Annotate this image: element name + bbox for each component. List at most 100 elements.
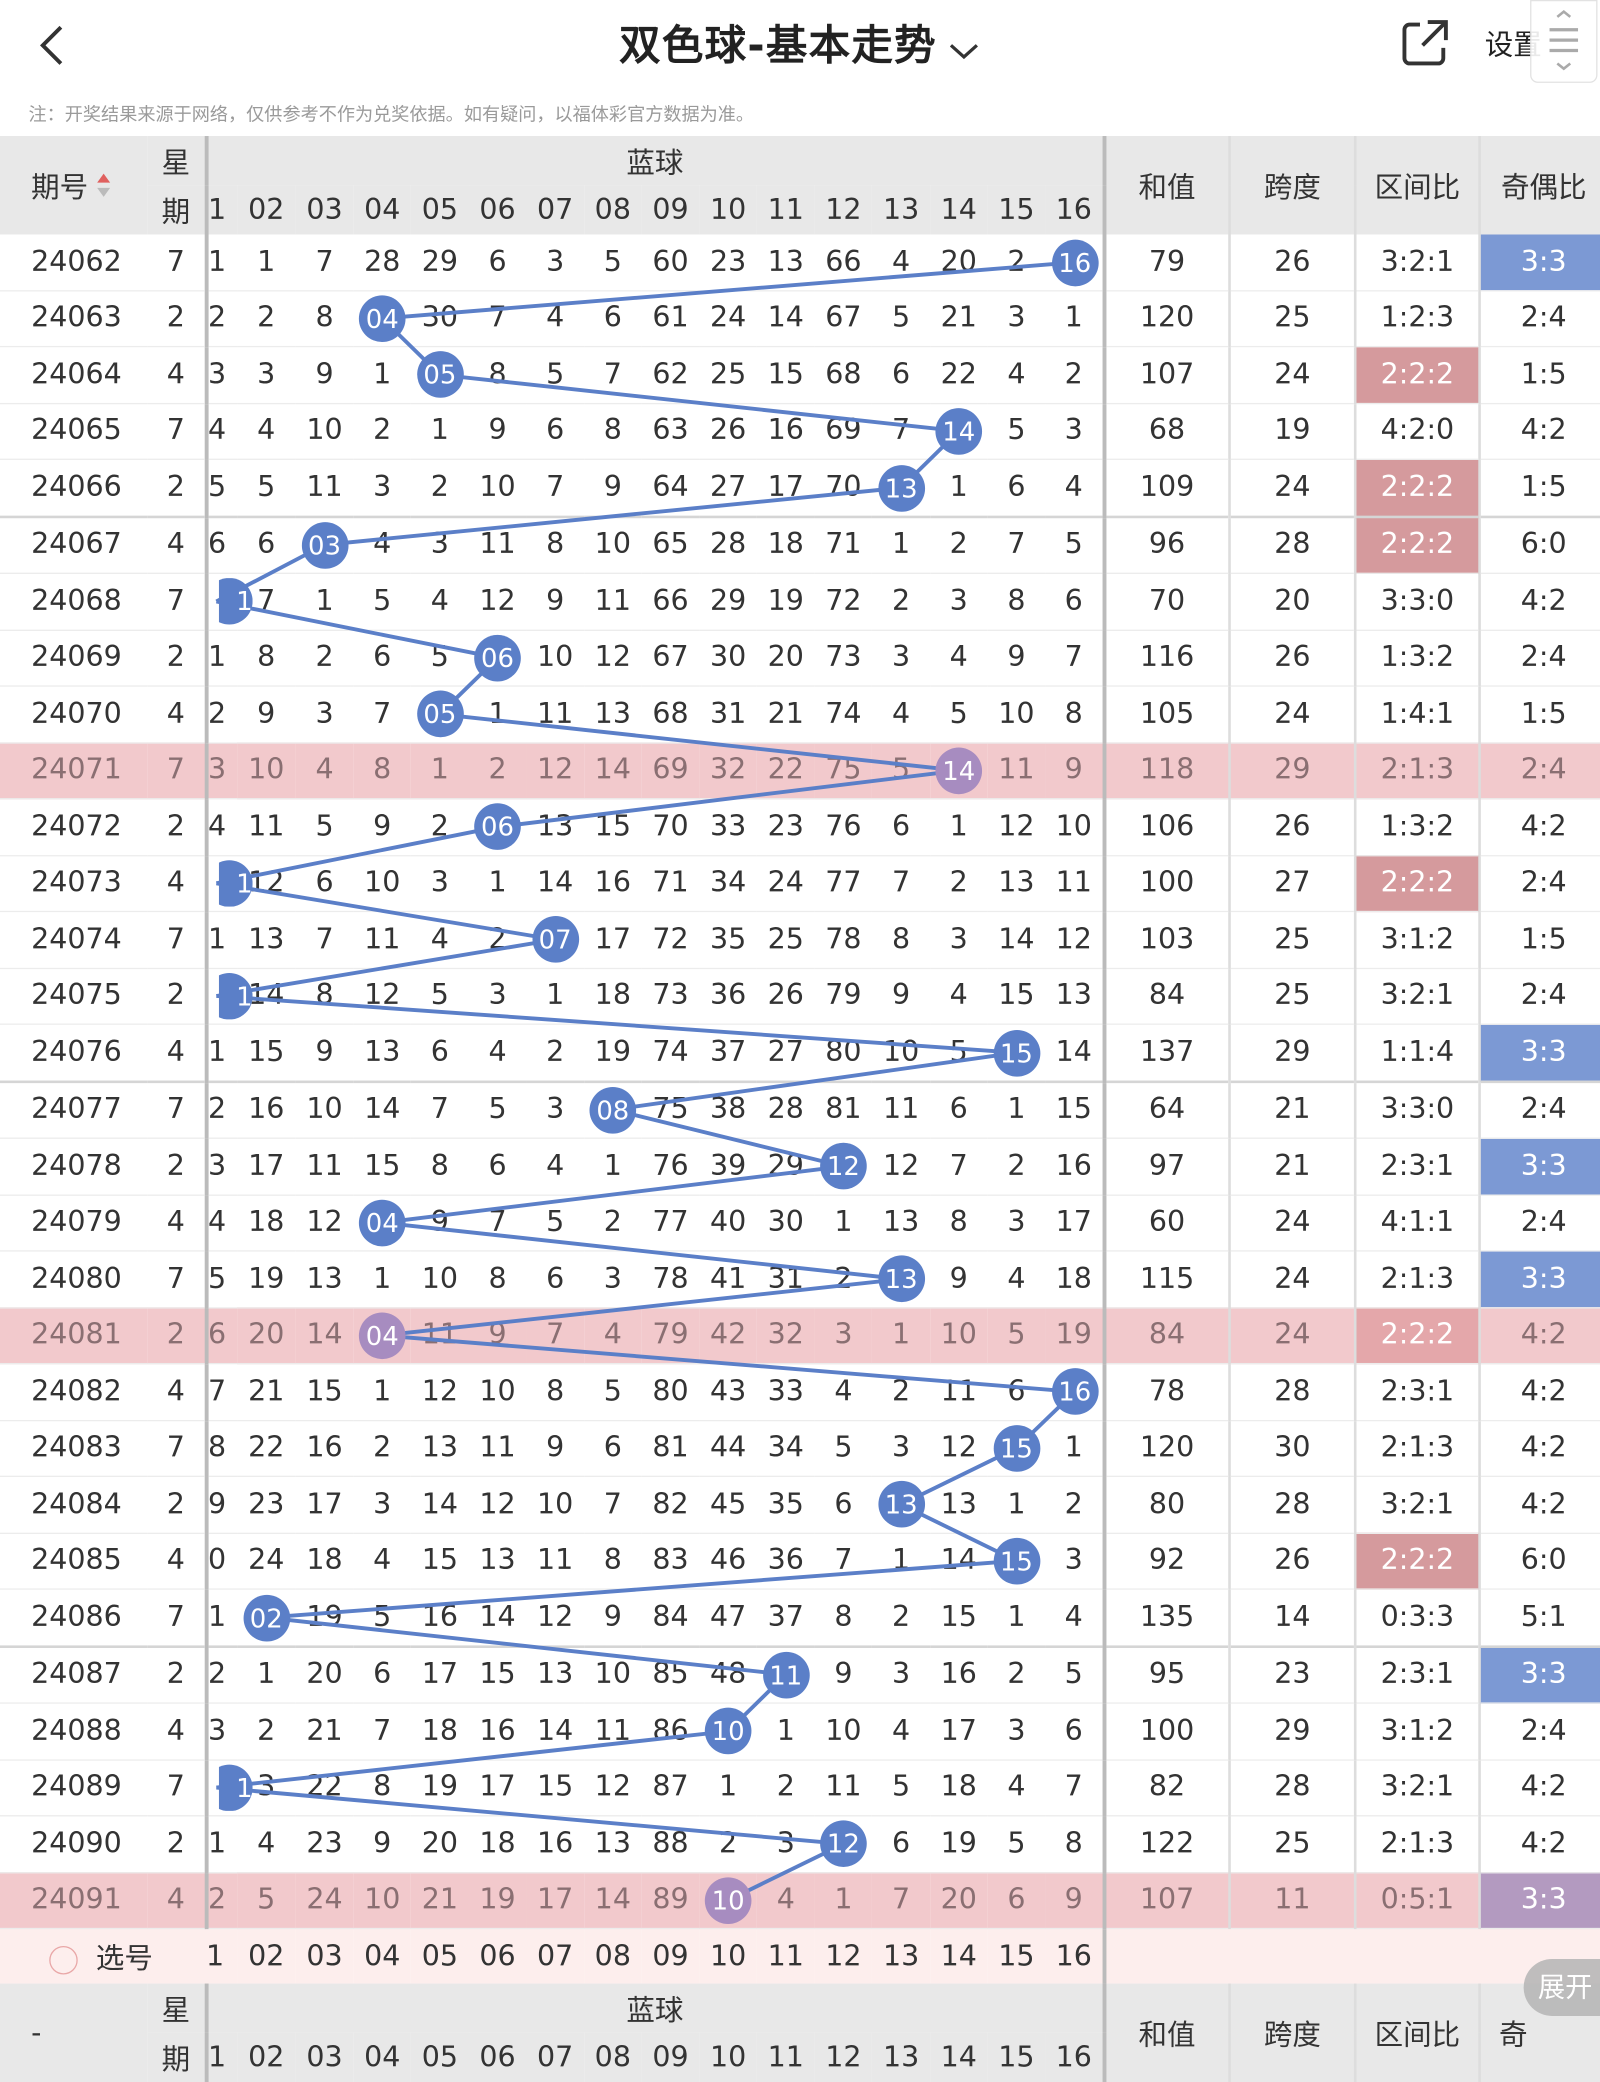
blue-miss-count-cell: 20 [237, 1307, 296, 1365]
blue-miss-count-cell: 1 [469, 686, 527, 744]
blue-miss-count-cell: 5 [584, 234, 642, 291]
page-title[interactable]: 双色球-基本走势 [0, 13, 1600, 73]
blue-miss-count-cell: 37 [756, 1589, 815, 1647]
select-number-row[interactable]: 选号 1 02 03 04 05 06 07 08 09 10 11 12 13 14 15 16 [0, 1928, 1600, 1984]
draw-row[interactable]: 24082 4 7 21 15 1 12 10 8 5 80 43 33 4 2 11 6 78 28 2:3:1 4:… [0, 1363, 1600, 1421]
draw-row[interactable]: 24091 4 2 5 24 10 21 19 17 14 89 4 1 7 20 6 9 107 11 0:5:1 3… [0, 1872, 1600, 1930]
odd-even-value: 4:2 [1479, 1476, 1600, 1534]
blue-ball: 16 [1051, 1368, 1099, 1416]
span-value: 25 [1229, 911, 1357, 969]
draw-row[interactable]: 24085 4 0 24 18 4 15 13 11 8 83 46 36 7 1 14 3 92 26 2:2:2 6… [0, 1532, 1600, 1590]
blue-miss-count-cell: 6 [814, 1476, 872, 1534]
select-blue-number[interactable]: 15 [987, 1928, 1046, 1984]
draw-row[interactable]: 24069 2 1 8 2 6 5 10 12 67 30 20 73 3 4 9 7 116 26 1:3:2 2:4 [0, 629, 1600, 687]
select-blue-number[interactable]: 12 [814, 1928, 872, 1984]
issue-column-header[interactable]: 期号 [0, 136, 148, 235]
blue-miss-count-cell: 15 [353, 1138, 411, 1196]
blue-miss-count-cell: 12 [584, 629, 642, 687]
blue-miss-count-cell: 6 [584, 1419, 642, 1477]
blue-miss-count-cell: 5 [206, 459, 238, 517]
back-button[interactable] [36, 23, 67, 72]
blue-miss-count-cell: 10 [814, 1703, 872, 1761]
select-blue-number[interactable]: 02 [237, 1928, 296, 1984]
draw-row[interactable]: 24086 7 1 19 5 16 14 12 9 84 47 37 8 2 15 1 4 135 14 0:3:3 5… [0, 1589, 1600, 1647]
blue-miss-count-cell: 5 [237, 459, 296, 517]
blue-miss-count-cell: 42 [699, 1307, 757, 1365]
sum-value: 78 [1103, 1363, 1231, 1421]
blue-miss-count-cell: 1 [871, 1532, 931, 1590]
span-value: 24 [1229, 346, 1357, 404]
draw-row[interactable]: 24090 2 1 4 23 9 20 18 16 13 88 2 3 6 19 5 8 122 25 2:1:3 4:… [0, 1815, 1600, 1873]
blue-miss-count-cell: 7 [584, 346, 642, 404]
blue-miss-count-cell: 70 [641, 798, 700, 856]
blue-miss-count-cell: 11 [237, 798, 296, 856]
blue-miss-count-cell: 1 [1045, 1419, 1106, 1477]
select-blue-number[interactable]: 06 [469, 1928, 527, 1984]
draw-row[interactable]: 24065 7 4 4 10 2 1 9 6 8 63 26 16 69 7 5 3 68 19 4:2:0 4:2 [0, 402, 1600, 460]
draw-row[interactable]: 24071 7 3 10 4 8 1 2 12 14 69 32 22 75 5 11 9 118 29 2:1:3 2… [0, 742, 1600, 800]
blue-miss-count-cell: 8 [584, 402, 642, 460]
footer-sum-column-header[interactable]: 和值 [1103, 1983, 1231, 2082]
zone-ratio-column-header[interactable]: 区间比 [1355, 136, 1481, 235]
draw-row[interactable]: 24083 7 8 22 16 2 13 11 9 6 81 44 34 5 3 12 1 120 30 2:1:3 4… [0, 1419, 1600, 1477]
blue-miss-count-cell: 1 [237, 234, 296, 291]
blue-miss-count-cell: 4 [353, 515, 411, 574]
blue-miss-count-cell: 5 [353, 573, 411, 631]
blue-miss-count-cell: 19 [237, 1250, 296, 1308]
draw-row[interactable]: 24062 7 1 1 7 28 29 6 3 5 60 23 13 66 4 20 2 79 26 3:2:1 3:3 [0, 234, 1600, 291]
select-blue-number[interactable]: 07 [526, 1928, 585, 1984]
blue-miss-count-cell: 76 [641, 1138, 700, 1196]
footer-span-column-header[interactable]: 跨度 [1229, 1983, 1357, 2082]
issue-number: 24091 [0, 1872, 148, 1930]
footer-issue-cell: - [0, 1983, 148, 2082]
select-blue-number[interactable]: 1 [206, 1928, 238, 1984]
select-blue-number[interactable]: 10 [699, 1928, 757, 1984]
sum-value: 100 [1103, 1703, 1231, 1761]
select-blue-number[interactable]: 05 [410, 1928, 470, 1984]
draw-row[interactable]: 24084 2 9 23 17 3 14 12 10 7 82 45 35 6 13 1 2 80 28 3:2:1 4… [0, 1476, 1600, 1534]
draw-row[interactable]: 24081 2 6 20 14 11 9 7 4 79 42 32 3 1 10 5 19 84 24 2:2:2 4:… [0, 1307, 1600, 1365]
select-blue-number[interactable]: 09 [641, 1928, 700, 1984]
chevron-down-icon [947, 23, 981, 72]
blue-miss-count-cell: 10 [353, 855, 411, 913]
draw-row[interactable]: 24079 4 4 18 12 9 7 5 2 77 40 30 1 13 8 3 17 60 24 4:1:1 2:4 [0, 1194, 1600, 1252]
draw-row[interactable]: 24064 4 3 3 9 1 8 5 7 62 25 15 68 6 22 4 2 107 24 2:2:2 1:5 [0, 346, 1600, 404]
blue-miss-count-cell: 47 [699, 1589, 757, 1647]
span-column-header[interactable]: 跨度 [1229, 136, 1357, 235]
sum-column-header[interactable]: 和值 [1103, 136, 1231, 235]
draw-row[interactable]: 24067 4 6 6 4 3 11 8 10 65 28 18 71 1 2 7 5 96 28 2:2:2 6:0 [0, 515, 1600, 574]
draw-row[interactable]: 24074 7 1 13 7 11 4 2 17 72 35 25 78 8 3 14 12 103 25 3:1:2… [0, 911, 1600, 969]
draw-row[interactable]: 24076 4 1 15 9 13 6 4 2 19 74 37 27 80 10 5 14 137 29 1:1:4… [0, 1024, 1600, 1082]
blue-number-header: 02 [237, 2032, 296, 2082]
select-blue-number[interactable]: 14 [930, 1928, 988, 1984]
select-radio-icon[interactable] [49, 1945, 78, 1975]
blue-miss-count-cell: 24 [295, 1872, 354, 1930]
select-blue-number[interactable]: 13 [871, 1928, 931, 1984]
draw-row[interactable]: 24080 7 5 19 13 1 10 8 6 3 78 41 31 2 9 4 18 115 24 2:1:3 3:… [0, 1250, 1600, 1308]
draw-row[interactable]: 24072 2 4 11 5 9 2 13 15 70 33 23 76 6 1 12 10 106 26 1:3:2… [0, 798, 1600, 856]
select-blue-number[interactable]: 03 [295, 1928, 354, 1984]
draw-row[interactable]: 24088 4 3 2 21 7 18 16 14 11 86 1 10 4 17 3 6 100 29 3:1:2 2… [0, 1703, 1600, 1761]
draw-row[interactable]: 24063 2 2 2 8 30 7 4 6 61 24 14 67 5 21 3 1 120 25 1:2:3 2:4 [0, 290, 1600, 348]
blue-miss-count-cell: 16 [756, 402, 815, 460]
select-blue-number[interactable]: 08 [584, 1928, 642, 1984]
select-number-toggle[interactable]: 选号 [0, 1928, 207, 1984]
select-blue-number[interactable]: 04 [353, 1928, 411, 1984]
draw-row[interactable]: 24077 7 2 16 10 14 7 5 3 75 38 28 81 11 6 1 15 64 21 3:3:0 2… [0, 1079, 1600, 1139]
footer-zone-ratio-column-header[interactable]: 区间比 [1355, 1983, 1481, 2082]
expand-button[interactable]: 展开 [1523, 1958, 1600, 2016]
select-blue-number[interactable]: 11 [756, 1928, 815, 1984]
draw-row[interactable]: 24087 2 2 1 20 6 17 15 13 10 85 48 9 3 16 2 5 95 23 2:3:1 3:… [0, 1644, 1600, 1704]
draw-row[interactable]: 24070 4 2 9 3 7 1 11 13 68 31 21 74 4 5 10 8 105 24 1:4:1 1:… [0, 686, 1600, 744]
share-button[interactable] [1399, 17, 1451, 74]
draw-row[interactable]: 24078 2 3 17 11 15 8 6 4 1 76 39 29 12 7 2 16 97 21 2:3:1 3:… [0, 1138, 1600, 1196]
zone-ratio-value: 1:1:4 [1355, 1024, 1481, 1082]
menu-button[interactable] [1530, 0, 1598, 83]
issue-number: 24077 [0, 1079, 148, 1139]
blue-miss-count-cell: 11 [930, 1363, 988, 1421]
draw-row[interactable]: 24066 2 5 5 11 3 2 10 7 9 64 27 17 70 1 6 4 109 24 2:2:2 1:5 [0, 459, 1600, 517]
odd-even-column-header[interactable]: 奇偶比 [1479, 136, 1600, 235]
blue-miss-count-cell: 36 [756, 1532, 815, 1590]
select-blue-number[interactable]: 16 [1045, 1928, 1106, 1984]
blue-miss-count-cell: 15 [756, 346, 815, 404]
